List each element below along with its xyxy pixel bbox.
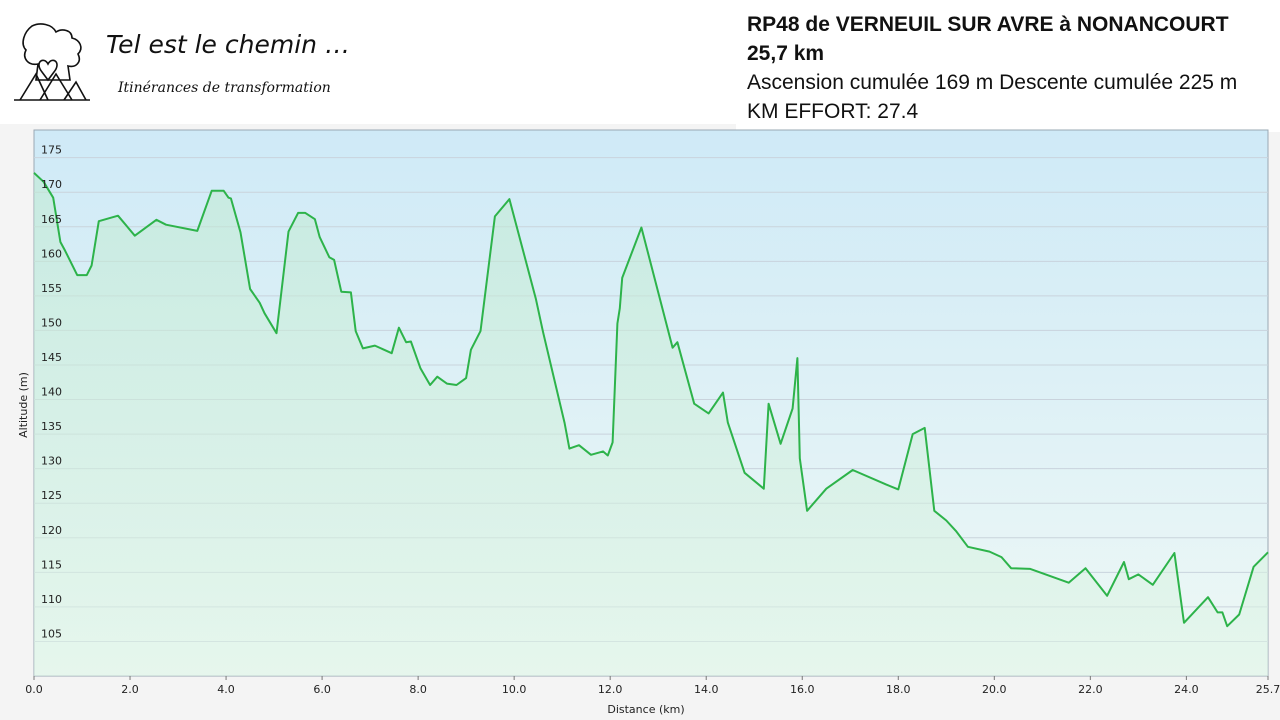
x-tick-label: 16.0	[790, 683, 815, 696]
x-tick-label: 2.0	[121, 683, 139, 696]
y-tick-label: 175	[41, 144, 62, 157]
brand-tagline: Itinérances de transformation	[118, 80, 331, 96]
x-tick-label: 14.0	[694, 683, 719, 696]
y-tick-label: 110	[41, 593, 62, 606]
y-tick-label: 165	[41, 213, 62, 226]
y-tick-label: 160	[41, 247, 62, 260]
x-axis-label: Distance (km)	[607, 703, 684, 716]
route-title: RP48 de VERNEUIL SUR AVRE à NONANCOURT	[747, 13, 1229, 36]
x-tick-label: 22.0	[1078, 683, 1103, 696]
x-tick-label: 20.0	[982, 683, 1007, 696]
route-info: RP48 de VERNEUIL SUR AVRE à NONANCOURT 2…	[747, 10, 1237, 126]
y-tick-label: 105	[41, 627, 62, 640]
x-tick-label: 10.0	[502, 683, 527, 696]
y-tick-label: 115	[41, 558, 62, 571]
y-tick-label: 145	[41, 351, 62, 364]
header-mask	[736, 118, 1280, 132]
y-tick-label: 140	[41, 386, 62, 399]
route-elevation: Ascension cumulée 169 m Descente cumulée…	[747, 71, 1238, 94]
elevation-area	[34, 172, 1268, 676]
route-effort: KM EFFORT: 27,4	[747, 100, 919, 123]
x-tick-label: 4.0	[217, 683, 235, 696]
x-tick-label: 8.0	[409, 683, 427, 696]
x-tick-label: 0.0	[25, 683, 43, 696]
y-tick-label: 155	[41, 282, 62, 295]
route-distance: 25,7 km	[747, 42, 825, 65]
x-tick-label: 18.0	[886, 683, 911, 696]
y-tick-label: 125	[41, 489, 62, 502]
y-tick-label: 170	[41, 178, 62, 191]
x-tick-labels: 0.0 2.0 4.0 6.0 8.0 10.0 12.0 14.0 16.0 18.0 20.0 2…	[25, 676, 1280, 696]
y-tick-label: 120	[41, 524, 62, 537]
y-tick-labels: 105 110 115 120 125 130 135 140 145 150 155 160 165 1…	[41, 144, 62, 641]
elevation-line	[33, 172, 1269, 628]
y-tick-label: 135	[41, 420, 62, 433]
brand-title: Tel est le chemin …	[106, 30, 350, 59]
x-tick-label: 12.0	[598, 683, 623, 696]
x-tick-label: 24.0	[1174, 683, 1199, 696]
y-tick-label: 150	[41, 316, 62, 329]
y-tick-label: 130	[41, 455, 62, 468]
x-tick-label: 25.7	[1256, 683, 1280, 696]
y-axis-label: Altitude (m)	[17, 372, 30, 438]
x-tick-label: 6.0	[313, 683, 331, 696]
logo-icon	[14, 23, 90, 101]
